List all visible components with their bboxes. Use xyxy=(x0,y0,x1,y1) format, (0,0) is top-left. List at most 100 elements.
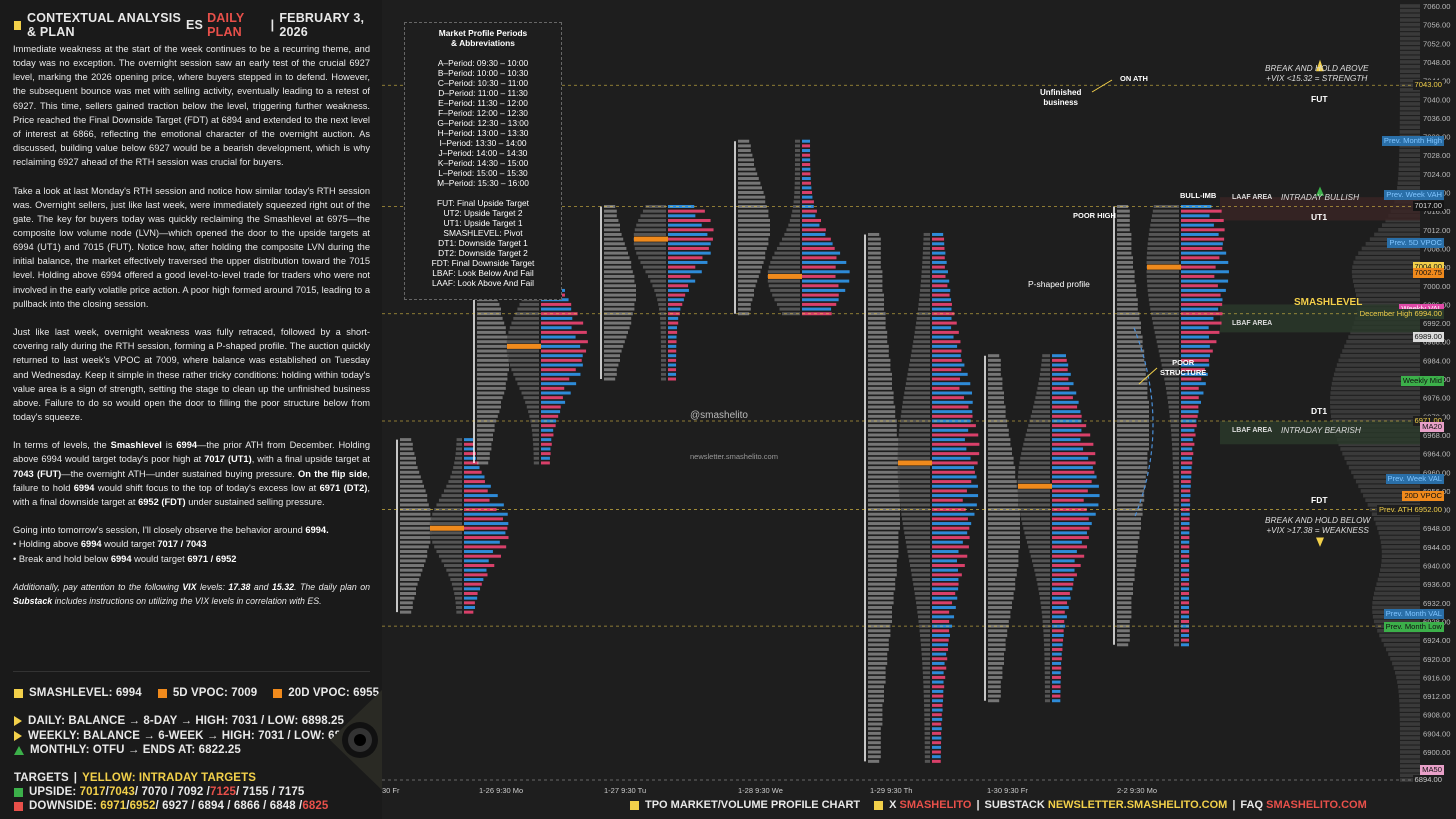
x-handle-link[interactable]: SMASHELITO xyxy=(899,799,972,811)
delta-bar xyxy=(464,578,484,582)
volume-bar xyxy=(1173,633,1179,637)
volume-bar xyxy=(914,330,930,334)
delta-bar xyxy=(932,615,955,619)
volume-bar xyxy=(432,540,462,544)
delta-bar xyxy=(932,601,953,605)
delta-bar xyxy=(932,671,944,675)
delta-bar xyxy=(802,144,811,148)
vpoc-bar xyxy=(507,343,541,349)
delta-bar xyxy=(1181,564,1190,568)
volume-bar xyxy=(922,661,930,665)
volume-bar xyxy=(531,428,539,432)
tpo-row xyxy=(988,372,1001,376)
volume-bar xyxy=(430,517,462,521)
tpo-row xyxy=(1117,302,1138,306)
volume-bar xyxy=(767,279,800,283)
tpo-row xyxy=(1117,232,1132,236)
volume-bar xyxy=(451,470,462,474)
volume-bar xyxy=(659,307,666,311)
volume-bar xyxy=(456,605,462,609)
composite-profile-bar xyxy=(1398,162,1420,167)
volume-bar xyxy=(1019,461,1050,465)
delta-bar xyxy=(1052,410,1081,414)
delta-bar xyxy=(802,172,811,176)
vpoc-bar xyxy=(768,273,802,279)
delta-bar xyxy=(1181,274,1215,278)
delta-bar xyxy=(932,685,945,689)
volume-bar xyxy=(1150,307,1179,311)
volume-bar xyxy=(1026,540,1050,544)
volume-bar xyxy=(1021,452,1050,456)
volume-bar xyxy=(441,559,462,563)
delta-bar xyxy=(668,204,695,208)
tpo-row xyxy=(988,629,1008,633)
delta-bar xyxy=(464,438,474,442)
volume-bar xyxy=(916,316,930,320)
x-tick-label: 2-2 9:30 Mo xyxy=(1117,786,1157,795)
delta-bar xyxy=(932,503,977,507)
volume-bar xyxy=(1043,633,1050,637)
tpo-row xyxy=(400,480,423,484)
volume-bar xyxy=(1165,386,1179,390)
period-item: D–Period: 11:00 – 11:30 xyxy=(438,88,528,98)
tpo-row xyxy=(400,456,416,460)
delta-bar xyxy=(668,377,677,381)
volume-bar xyxy=(923,689,930,693)
tpo-row xyxy=(988,540,1020,544)
tpo-row xyxy=(1117,587,1133,591)
tpo-row xyxy=(868,536,899,540)
delta-bar xyxy=(1181,312,1223,316)
delta-bar xyxy=(1181,209,1222,213)
volume-bar xyxy=(1149,228,1179,232)
tpo-row xyxy=(988,633,1008,637)
delta-bar xyxy=(668,246,709,250)
volume-bar xyxy=(913,340,930,344)
delta-bar xyxy=(1052,666,1062,670)
tpo-row xyxy=(868,671,886,675)
tpo-row xyxy=(1117,218,1130,222)
delta-bar xyxy=(1052,680,1061,684)
volume-bar xyxy=(794,163,800,167)
tpo-row xyxy=(868,624,891,628)
delta-bar xyxy=(464,550,493,554)
composite-profile-bar xyxy=(1399,153,1420,158)
tpo-row xyxy=(868,689,884,693)
tpo-row xyxy=(868,522,900,526)
price-level-label: 20D VPOC xyxy=(1402,490,1444,501)
delta-bar xyxy=(802,191,813,195)
composite-profile-bar xyxy=(1397,684,1420,689)
faq-link[interactable]: SMASHELITO.COM xyxy=(1266,799,1367,811)
tpo-row xyxy=(868,643,889,647)
delta-bar xyxy=(541,340,588,344)
tpo-row xyxy=(988,368,1001,372)
delta-bar xyxy=(1052,484,1099,488)
break-below-note: BREAK AND HOLD BELOW +VIX >17.38 = WEAKNE… xyxy=(1265,515,1371,535)
delta-bar xyxy=(1181,428,1195,432)
volume-bar xyxy=(443,564,462,568)
composite-profile-bar xyxy=(1332,377,1420,381)
tpo-row xyxy=(988,414,1006,418)
composite-profile-bar xyxy=(1331,386,1420,391)
volume-bar xyxy=(1173,512,1179,516)
volume-bar xyxy=(519,386,539,390)
period-item: K–Period: 14:30 – 15:00 xyxy=(437,158,529,168)
volume-bar xyxy=(898,489,930,493)
tpo-row xyxy=(868,638,889,642)
tpo-row xyxy=(988,666,1003,670)
tpo-row xyxy=(868,358,891,362)
volume-bar xyxy=(1173,619,1179,623)
tpo-row xyxy=(400,475,421,479)
volume-bar xyxy=(1044,680,1050,684)
delta-bar xyxy=(1181,340,1217,344)
composite-profile-bar xyxy=(1377,526,1420,531)
tpo-row xyxy=(1117,265,1133,269)
delta-bar xyxy=(1181,456,1192,460)
substack-link[interactable]: NEWSLETTER.SMASHELITO.COM xyxy=(1047,799,1228,811)
volume-bar xyxy=(903,526,930,530)
tpo-row xyxy=(868,480,900,484)
composite-profile-bar xyxy=(1399,740,1420,745)
paragraph-3: Just like last week, overnight weakness … xyxy=(13,327,370,423)
delta-bar xyxy=(668,368,677,372)
delta-bar xyxy=(541,363,583,367)
tpo-row xyxy=(1117,447,1149,451)
